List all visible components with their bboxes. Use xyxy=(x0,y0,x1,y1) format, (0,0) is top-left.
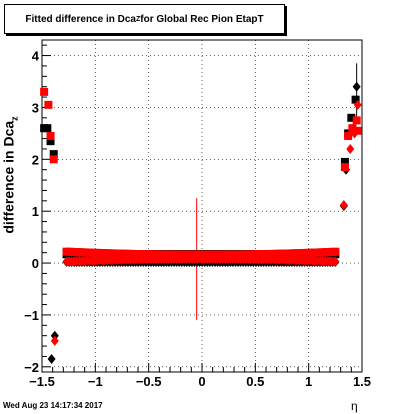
tick-labels: −1.5 −1 −0.5 0 0.5 1 1.5 −2 −1 0 1 2 3 4 xyxy=(24,49,371,389)
data-points xyxy=(40,81,362,365)
data-point xyxy=(49,155,58,164)
y-tick-label: −1 xyxy=(24,308,39,323)
y-tick-label: 0 xyxy=(32,256,39,271)
y-tick-label: 1 xyxy=(32,204,39,219)
error-bars xyxy=(196,63,358,321)
data-point xyxy=(346,143,355,154)
data-point xyxy=(46,131,55,140)
data-point xyxy=(353,126,362,135)
data-point xyxy=(46,137,55,146)
data-point xyxy=(351,95,360,104)
data-point xyxy=(352,81,361,92)
data-point xyxy=(50,330,59,341)
y-tick-label: 2 xyxy=(32,152,39,167)
y-tick-label: 3 xyxy=(32,100,39,115)
band-point xyxy=(331,247,340,256)
data-point xyxy=(352,116,361,125)
data-point xyxy=(348,124,357,133)
x-tick-label: −1 xyxy=(88,374,103,389)
timestamp: Wed Aug 23 14:17:34 2017 xyxy=(3,401,103,410)
axis-ticks xyxy=(41,44,363,372)
data-point xyxy=(340,157,349,166)
y-tick-label: 4 xyxy=(32,49,40,64)
data-point xyxy=(44,100,53,109)
data-point xyxy=(50,335,59,346)
data-point xyxy=(339,199,348,210)
data-point xyxy=(43,124,52,133)
x-tick-label: −1.5 xyxy=(29,374,55,389)
x-tick-label: 1.5 xyxy=(353,374,371,389)
band-point xyxy=(331,256,340,267)
data-point xyxy=(344,131,353,140)
chart-title: Fitted difference in Dca Z for Global Rec… xyxy=(4,4,285,34)
chart-title-tail: for Global Rec Pion EtapT xyxy=(140,13,264,25)
data-point xyxy=(340,163,349,172)
x-tick-label: −0.5 xyxy=(136,374,162,389)
data-point xyxy=(353,99,362,110)
data-point xyxy=(49,150,58,159)
data-point xyxy=(47,354,56,365)
x-tick-label: 0.5 xyxy=(246,374,264,389)
x-axis-label: η xyxy=(351,399,358,413)
x-tick-label: 0 xyxy=(198,374,205,389)
data-point xyxy=(347,113,356,122)
plot-frame xyxy=(41,39,363,373)
chart-title-sub: Z xyxy=(135,15,141,23)
grid xyxy=(42,40,362,372)
y-tick-label: −2 xyxy=(24,360,39,375)
data-point xyxy=(40,87,49,96)
x-tick-label: 1 xyxy=(305,374,312,389)
chart-title-main: Fitted difference in Dca xyxy=(25,13,136,25)
